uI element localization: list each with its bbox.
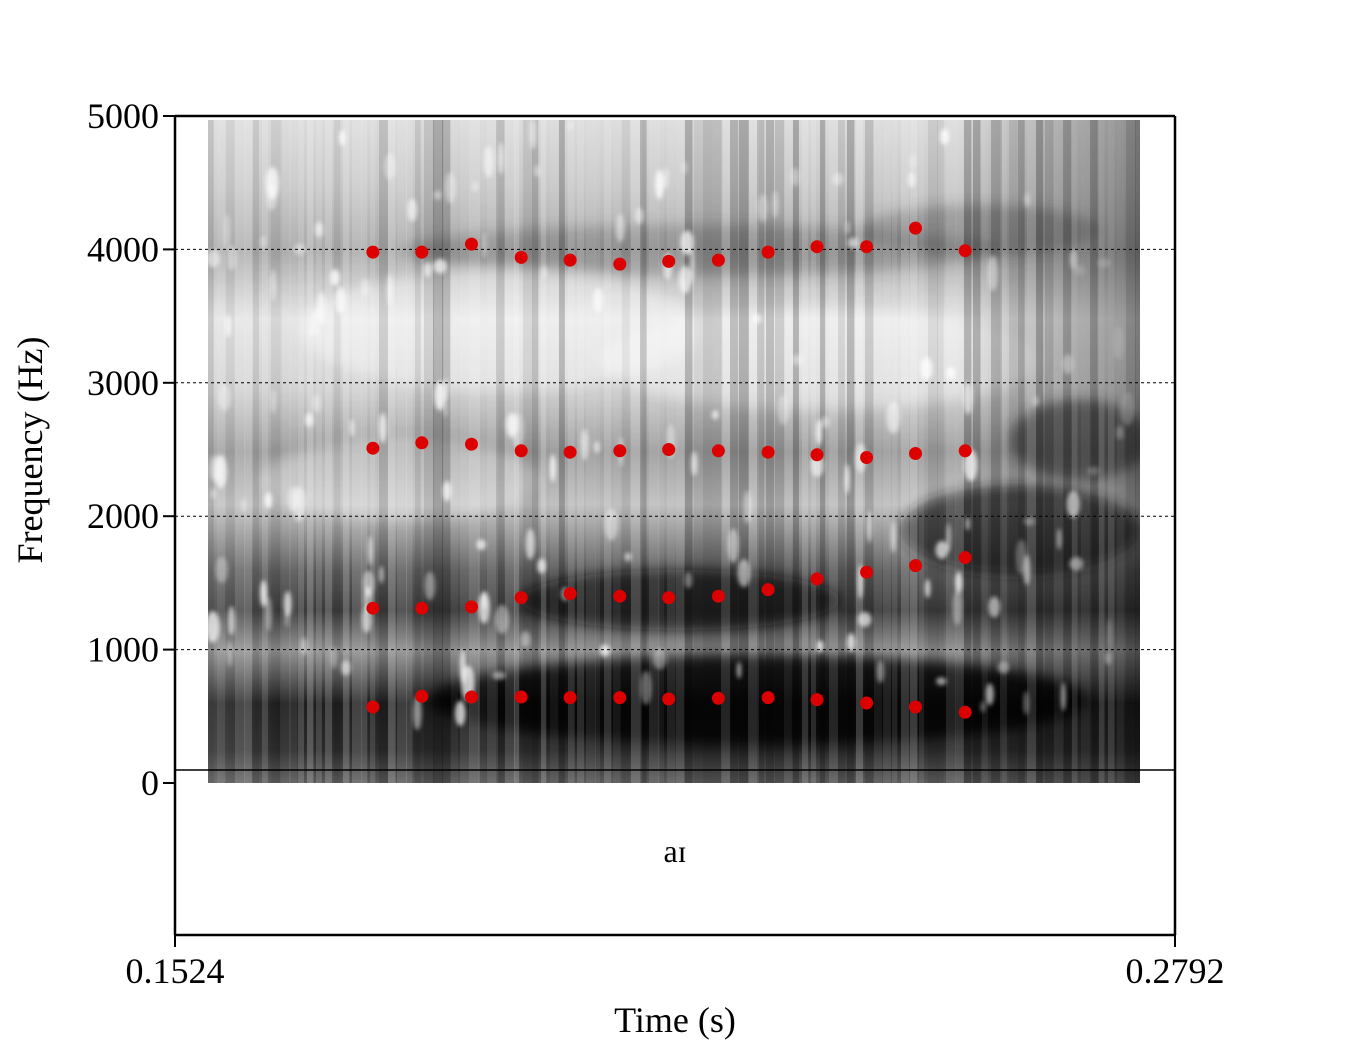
formant-point (662, 254, 676, 268)
formant-point (909, 221, 922, 235)
formant-point (711, 253, 725, 267)
formant-point (860, 240, 874, 254)
formant-point (415, 689, 429, 703)
spectrogram-image (208, 120, 1140, 783)
formant-point (860, 696, 874, 710)
formant-point (810, 693, 824, 707)
formant-point (810, 572, 824, 586)
x-axis-title: Time (s) (614, 1000, 736, 1040)
y-tick-label: 4000 (87, 229, 159, 269)
formant-point (366, 441, 380, 455)
formant-point (958, 444, 972, 458)
y-tick-label: 0 (141, 763, 159, 803)
formant-point (613, 589, 627, 603)
formant-point (761, 445, 775, 459)
formant-point (958, 705, 972, 719)
formant-point (958, 244, 972, 258)
formant-point (711, 691, 725, 705)
formant-point (662, 591, 676, 605)
y-tick-label: 3000 (87, 363, 159, 403)
formant-point (761, 245, 775, 259)
formant-point (958, 551, 972, 565)
formant-point (366, 601, 380, 615)
y-tick-label: 1000 (87, 630, 159, 670)
x-axis: 0.1524 0.2792 (126, 935, 1225, 991)
formant-series-1 (366, 689, 972, 719)
formant-point (909, 447, 922, 460)
formant-point (613, 257, 627, 271)
plot-frame (173, 114, 1177, 937)
formant-point (909, 700, 922, 714)
formant-point (909, 559, 922, 573)
y-axis: 0 1000 2000 3000 4000 5000 (87, 96, 175, 803)
formant-point (415, 601, 429, 615)
formant-point (563, 253, 577, 267)
formant-point (415, 245, 429, 259)
y-tick-label: 5000 (87, 96, 159, 136)
formant-point (761, 691, 775, 705)
x-tick-label-right: 0.2792 (1126, 951, 1225, 991)
formant-point (465, 600, 478, 614)
formant-series-3 (366, 436, 972, 464)
x-tick-label-left: 0.1524 (126, 951, 225, 991)
formant-point (810, 240, 824, 254)
formant-point (761, 583, 775, 597)
formant-point (860, 451, 874, 464)
formant-point (514, 444, 528, 458)
formant-point (563, 691, 577, 705)
formant-point (711, 589, 725, 603)
formant-point (366, 245, 380, 259)
y-tick-label: 2000 (87, 496, 159, 536)
formant-point (514, 591, 528, 605)
grid-lines (175, 248, 1175, 651)
formant-point (613, 444, 627, 458)
formant-point (415, 436, 429, 450)
formant-point (465, 437, 478, 451)
formant-point (662, 692, 676, 706)
formant-series-2 (366, 551, 972, 615)
formant-point (465, 690, 478, 704)
formant-point (465, 237, 478, 251)
formant-point (810, 448, 824, 462)
formant-point (514, 690, 528, 704)
formant-series-4 (366, 221, 972, 271)
formant-point (366, 700, 380, 714)
formant-point (860, 565, 874, 579)
y-axis-title: Frequency (Hz) (10, 337, 50, 564)
formant-point (662, 443, 676, 456)
formant-points (366, 221, 972, 719)
formant-point (563, 445, 577, 459)
formant-point (711, 444, 725, 458)
formant-point (613, 691, 627, 705)
formant-point (514, 250, 528, 264)
interval-label: aɪ (663, 833, 686, 869)
formant-point (563, 587, 577, 601)
